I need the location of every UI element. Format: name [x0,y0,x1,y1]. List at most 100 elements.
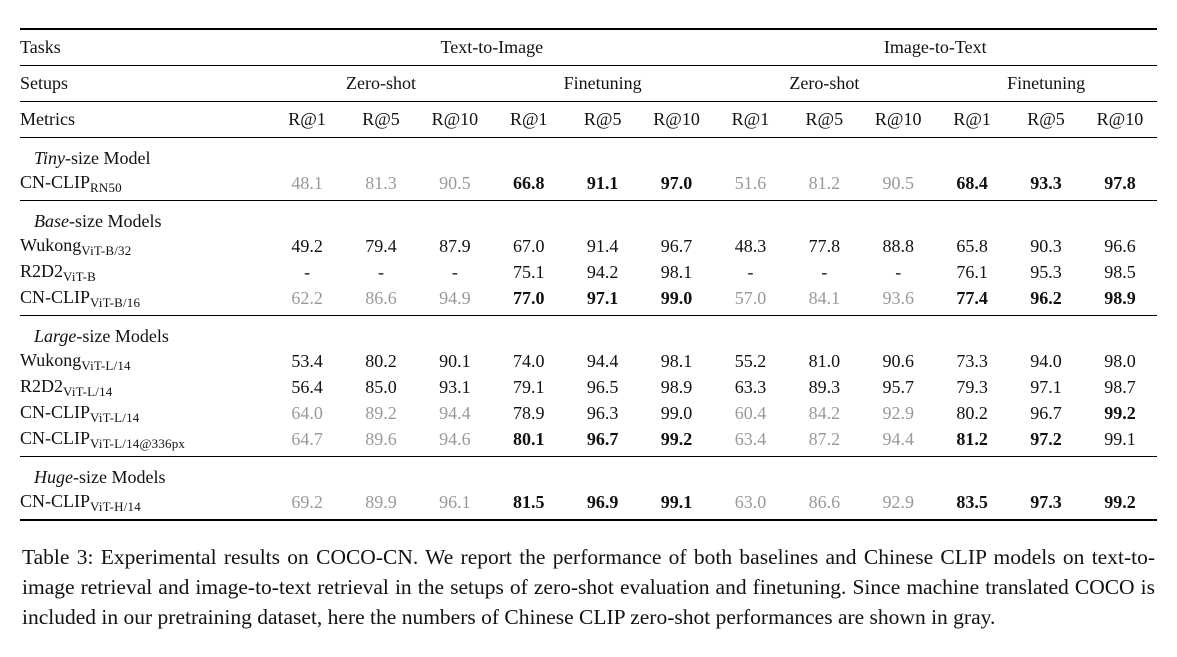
setup-t2i-finetuning: Finetuning [563,73,642,93]
setup-i2t-finetuning: Finetuning [1007,73,1086,93]
metric-value: 89.2 [365,402,397,423]
metric-value: 87.2 [808,428,841,449]
metric-value: 95.7 [882,376,914,397]
metric-value: 89.6 [365,428,397,449]
metric-value: - [895,261,902,282]
metric-value: 96.7 [1030,402,1062,423]
metric-value: 99.2 [660,428,693,449]
metric-value: 96.9 [586,491,619,512]
model-name: WukongViT-B/32 [20,235,132,258]
metric-value: 67.0 [513,235,545,256]
metric-value: 77.4 [956,287,988,308]
metric-value: 98.1 [660,261,693,282]
metric-value: 86.6 [808,491,841,512]
metric-value: 94.9 [439,287,471,308]
metric-value: 98.7 [1104,376,1136,397]
metric-value: 97.2 [1030,428,1062,449]
metric-value: 96.3 [586,402,619,423]
metric-value: 93.6 [882,287,914,308]
metric-value: 57.0 [734,287,767,308]
metric-value: 81.3 [365,172,397,193]
metric-value: 90.5 [439,172,471,193]
header-row-setups: Setups Zero-shot Finetuning Zero-shot Fi… [20,66,1157,102]
metric-value: - [747,261,754,282]
metric-value: 63.3 [734,376,767,397]
model-variant-subscript: ViT-L/14@336px [90,436,186,451]
metric-header: R@1 [288,109,326,129]
metric-value: 49.2 [291,235,323,256]
metric-value: 89.3 [808,376,841,397]
table-row: CN-CLIPViT-B/16 62.2 86.6 94.9 77.0 97.1 99.0 5… [20,285,1157,316]
metric-value: 90.3 [1030,235,1062,256]
section-header-row: Large-size Models [20,315,1157,349]
table-row: CN-CLIPRN50 48.1 81.3 90.5 66.8 91.1 97.0 51.6 8… [20,170,1157,201]
metric-value: 99.0 [660,402,693,423]
model-variant-subscript: ViT-H/14 [90,499,141,514]
metric-value: 63.0 [734,491,767,512]
section-title: Base-size Models [34,211,162,231]
metric-value: 63.4 [734,428,767,449]
metric-value: 84.2 [808,402,841,423]
metric-value: 55.2 [734,350,767,371]
metric-header: R@5 [583,109,622,129]
metric-value: 94.4 [586,350,619,371]
metric-value: 93.1 [439,376,471,397]
model-name: R2D2ViT-L/14 [20,376,113,399]
metric-header: R@10 [431,109,479,129]
tasks-label: Tasks [20,37,61,57]
metric-value: 79.1 [513,376,545,397]
model-name: CN-CLIPViT-H/14 [20,491,141,514]
setup-i2t-zero-shot: Zero-shot [789,73,860,93]
metric-value: 64.7 [291,428,323,449]
metric-value: 90.6 [882,350,914,371]
metric-value: 87.9 [439,235,471,256]
metric-value: 85.0 [365,376,397,397]
metric-value: 53.4 [291,350,323,371]
section-header-row: Base-size Models [20,200,1157,234]
metric-header: R@10 [653,109,700,129]
metric-header: R@1 [953,109,991,129]
table-row: CN-CLIPViT-L/14@336px 64.7 89.6 94.6 80.1 96.… [20,426,1157,457]
model-name: R2D2ViT-B [20,261,96,284]
metric-value: 48.3 [734,235,767,256]
metric-value: - [377,261,384,282]
metric-value: 97.1 [586,287,619,308]
table-row: CN-CLIPViT-L/14 64.0 89.2 94.4 78.9 96.3 99.0 6… [20,400,1157,426]
metric-value: 97.8 [1104,172,1136,193]
metric-value: 94.6 [439,428,471,449]
metric-header: R@5 [805,109,844,129]
metric-value: 89.9 [365,491,397,512]
metric-value: 99.1 [660,491,693,512]
metric-value: 84.1 [808,287,841,308]
section-header-row: Huge-size Models [20,456,1157,490]
metric-value: 91.4 [586,235,619,256]
metric-value: 88.8 [882,235,914,256]
task-group-image-to-text: Image-to-Text [883,37,987,57]
metric-header: R@10 [1096,109,1144,129]
metric-header: R@1 [509,109,548,129]
metric-value: 81.2 [956,428,988,449]
metric-value: 81.2 [808,172,841,193]
metric-value: 96.7 [586,428,619,449]
model-variant-subscript: ViT-L/14 [90,410,140,425]
metric-value: 62.2 [291,287,323,308]
metric-value: 86.6 [365,287,397,308]
metric-value: 73.3 [956,350,988,371]
metric-value: 90.1 [439,350,471,371]
metric-value: 94.0 [1030,350,1062,371]
metric-header: R@1 [731,109,770,129]
metric-value: 94.2 [586,261,619,282]
metric-value: 77.8 [808,235,841,256]
metric-value: 97.1 [1030,376,1062,397]
metric-value: 64.0 [291,402,323,423]
metric-value: 96.6 [1104,235,1136,256]
model-variant-subscript: ViT-B [63,269,96,284]
model-variant-subscript: ViT-B/16 [90,295,141,310]
metric-value: - [821,261,828,282]
model-variant-subscript: ViT-L/14 [63,384,113,399]
metric-value: 97.3 [1030,491,1062,512]
header-row-tasks: Tasks Text-to-Image Image-to-Text [20,29,1157,66]
metric-value: 78.9 [513,402,545,423]
metric-value: 83.5 [956,491,988,512]
